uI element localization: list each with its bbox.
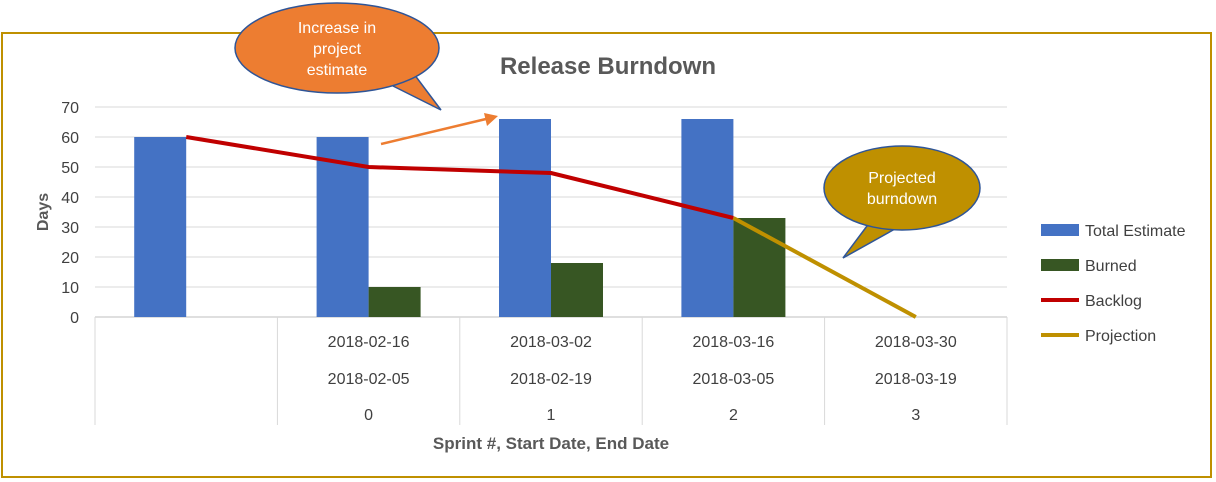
y-tick-label: 30: [61, 220, 79, 237]
callout-bubble: [823, 145, 981, 231]
callout-text: Increase in: [298, 20, 376, 37]
x-tick-end-date: 2018-03-02: [510, 334, 592, 351]
x-tick-end-date: 2018-03-16: [692, 334, 774, 351]
line-projection: [732, 216, 917, 319]
legend-swatch: [1041, 259, 1079, 271]
y-tick-label: 20: [61, 250, 79, 267]
x-tick-end-date: 2018-02-16: [328, 334, 410, 351]
legend-label: Projection: [1085, 328, 1156, 345]
x-tick-start-date: 2018-03-19: [875, 371, 957, 388]
legend-swatch: [1041, 224, 1079, 236]
callout-text: estimate: [307, 62, 368, 79]
line-backlog: [185, 135, 734, 220]
increase-arrow-line: [380, 117, 487, 146]
callout-bubble: [234, 2, 440, 94]
increase-arrow-head: [484, 113, 498, 126]
x-tick-sprint: 3: [911, 407, 920, 424]
y-tick-label: 0: [70, 310, 79, 327]
bar-burned: [551, 263, 603, 317]
y-axis-title: Days: [35, 193, 52, 231]
x-axis-title: Sprint #, Start Date, End Date: [433, 434, 669, 453]
legend-label: Backlog: [1085, 293, 1142, 310]
bar-total-estimate: [681, 119, 734, 317]
y-tick-label: 70: [61, 100, 79, 117]
x-tick-start-date: 2018-02-19: [510, 371, 592, 388]
x-tick-sprint: 2: [729, 407, 738, 424]
callout-text: Projected: [868, 170, 936, 187]
bar-total-estimate: [499, 119, 551, 317]
x-tick-start-date: 2018-03-05: [692, 371, 774, 388]
y-tick-label: 10: [61, 280, 79, 297]
callout-text: burndown: [867, 191, 937, 208]
bar-total-estimate: [134, 137, 187, 317]
x-tick-sprint: 1: [547, 407, 556, 424]
callout-text: project: [313, 41, 362, 58]
x-tick-start-date: 2018-02-05: [328, 371, 410, 388]
bar-burned: [733, 218, 786, 317]
y-tick-label: 60: [61, 130, 79, 147]
y-tick-label: 40: [61, 190, 79, 207]
x-tick-end-date: 2018-03-30: [875, 334, 957, 351]
y-tick-label: 50: [61, 160, 79, 177]
legend-label: Burned: [1085, 258, 1137, 275]
x-tick-sprint: 0: [364, 407, 373, 424]
chart-title: Release Burndown: [500, 53, 716, 80]
bar-burned: [368, 287, 421, 317]
legend-label: Total Estimate: [1085, 223, 1186, 240]
chart-frame: [1, 32, 1212, 478]
